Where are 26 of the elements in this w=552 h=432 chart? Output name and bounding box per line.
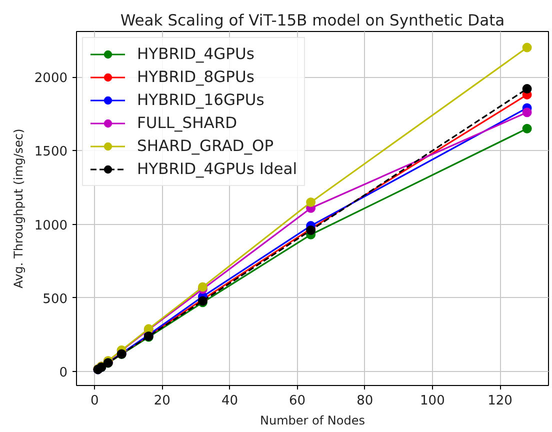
point (522, 108, 532, 118)
legend-label: HYBRID_16GPUs (137, 91, 264, 109)
legend-label: HYBRID_4GPUs Ideal (137, 160, 298, 178)
point (522, 42, 532, 52)
y-tick-label: 1500 (34, 144, 68, 160)
point (522, 124, 532, 134)
x-tick-label: 40 (221, 394, 238, 408)
legend-label: HYBRID_8GPUs (137, 68, 254, 86)
x-tick-label: 20 (154, 394, 170, 408)
legend-label: FULL_SHARD (137, 114, 238, 132)
x-tick-label: 100 (420, 394, 445, 408)
x-axis-title: Number of Nodes (260, 414, 365, 428)
legend-label: SHARD_GRAD_OP (137, 137, 274, 155)
y-axis-title: Avg. Throughput (img/sec) (11, 128, 26, 288)
chart-title: Weak Scaling of ViT-15B model on Synthetic Data (120, 12, 505, 30)
x-tick-label: 120 (488, 394, 512, 408)
legend-label: HYBRID_4GPUs (137, 45, 254, 63)
point (306, 197, 316, 207)
y-tick-label: 500 (42, 292, 68, 307)
point (522, 84, 532, 94)
y-tick-label: 2000 (34, 71, 68, 86)
x-tick-label: 0 (90, 394, 99, 408)
x-tick-label: 60 (289, 394, 306, 408)
x-tick-label: 80 (356, 394, 374, 408)
y-tick-label: 1000 (34, 218, 68, 234)
y-tick-label: 0 (59, 366, 68, 381)
